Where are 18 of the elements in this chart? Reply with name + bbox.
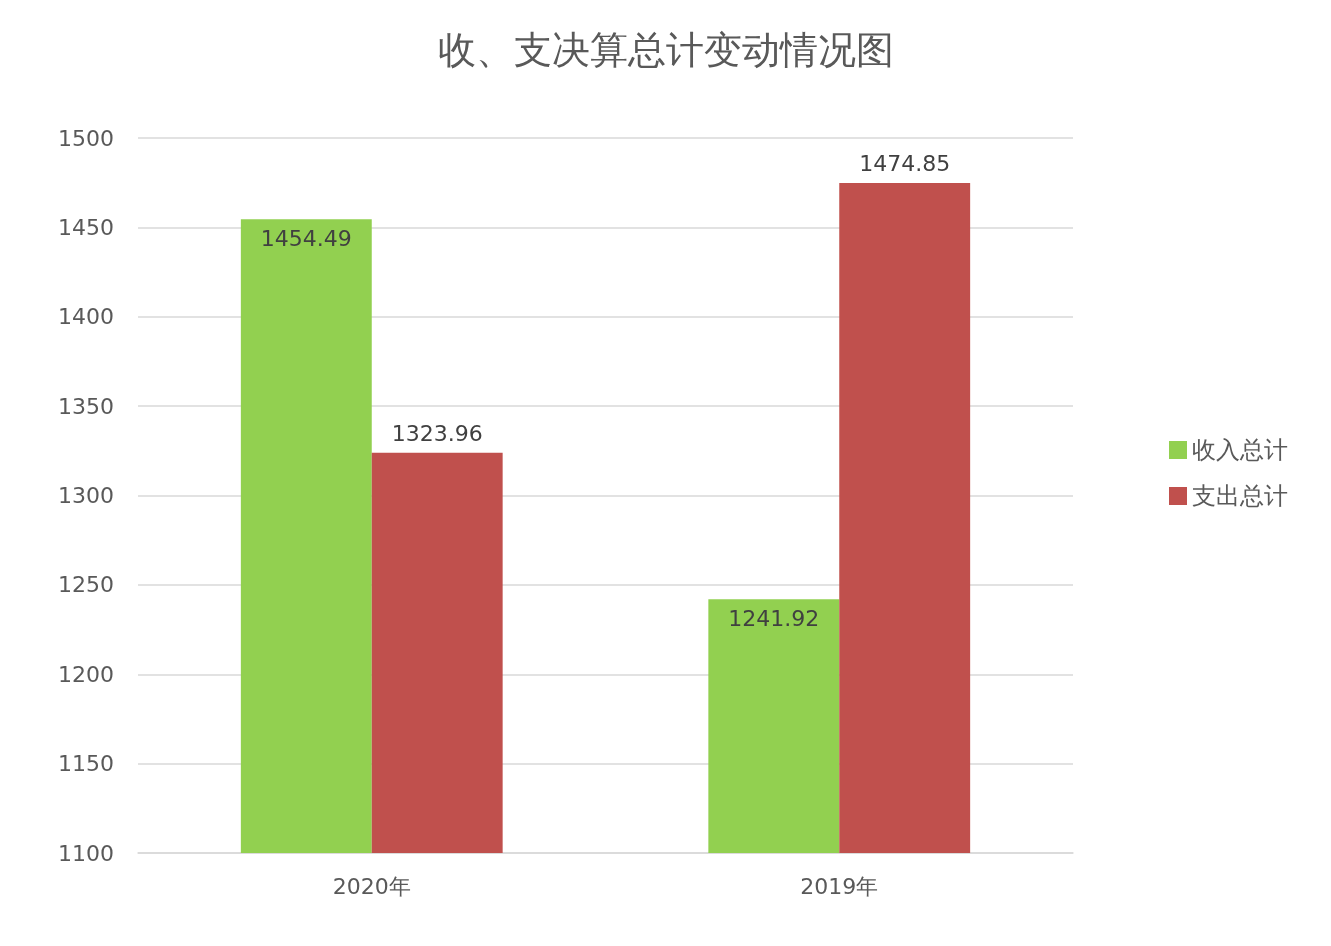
x-tick-label: 2019年 <box>800 873 879 899</box>
x-tick-label: 2020年 <box>332 873 411 899</box>
data-label: 1474.85 <box>859 151 951 177</box>
legend-label: 收入总计 <box>1192 436 1288 464</box>
y-tick-label: 1400 <box>58 304 114 330</box>
y-tick-label: 1500 <box>58 125 114 151</box>
legend-label: 支出总计 <box>1192 482 1288 510</box>
data-label: 1323.96 <box>391 421 483 447</box>
y-tick-label: 1100 <box>58 840 114 866</box>
data-label: 1241.92 <box>728 605 820 631</box>
data-label: 1454.49 <box>260 225 352 251</box>
y-tick-label: 1450 <box>58 214 114 240</box>
y-tick-label: 1300 <box>58 483 114 508</box>
y-tick-label: 1350 <box>58 393 114 419</box>
y-tick-label: 1250 <box>58 572 114 598</box>
y-tick-label: 1150 <box>58 751 114 777</box>
y-tick-label: 1200 <box>58 661 114 687</box>
chart-title: 收、支决算总计变动情况图 <box>437 28 894 72</box>
